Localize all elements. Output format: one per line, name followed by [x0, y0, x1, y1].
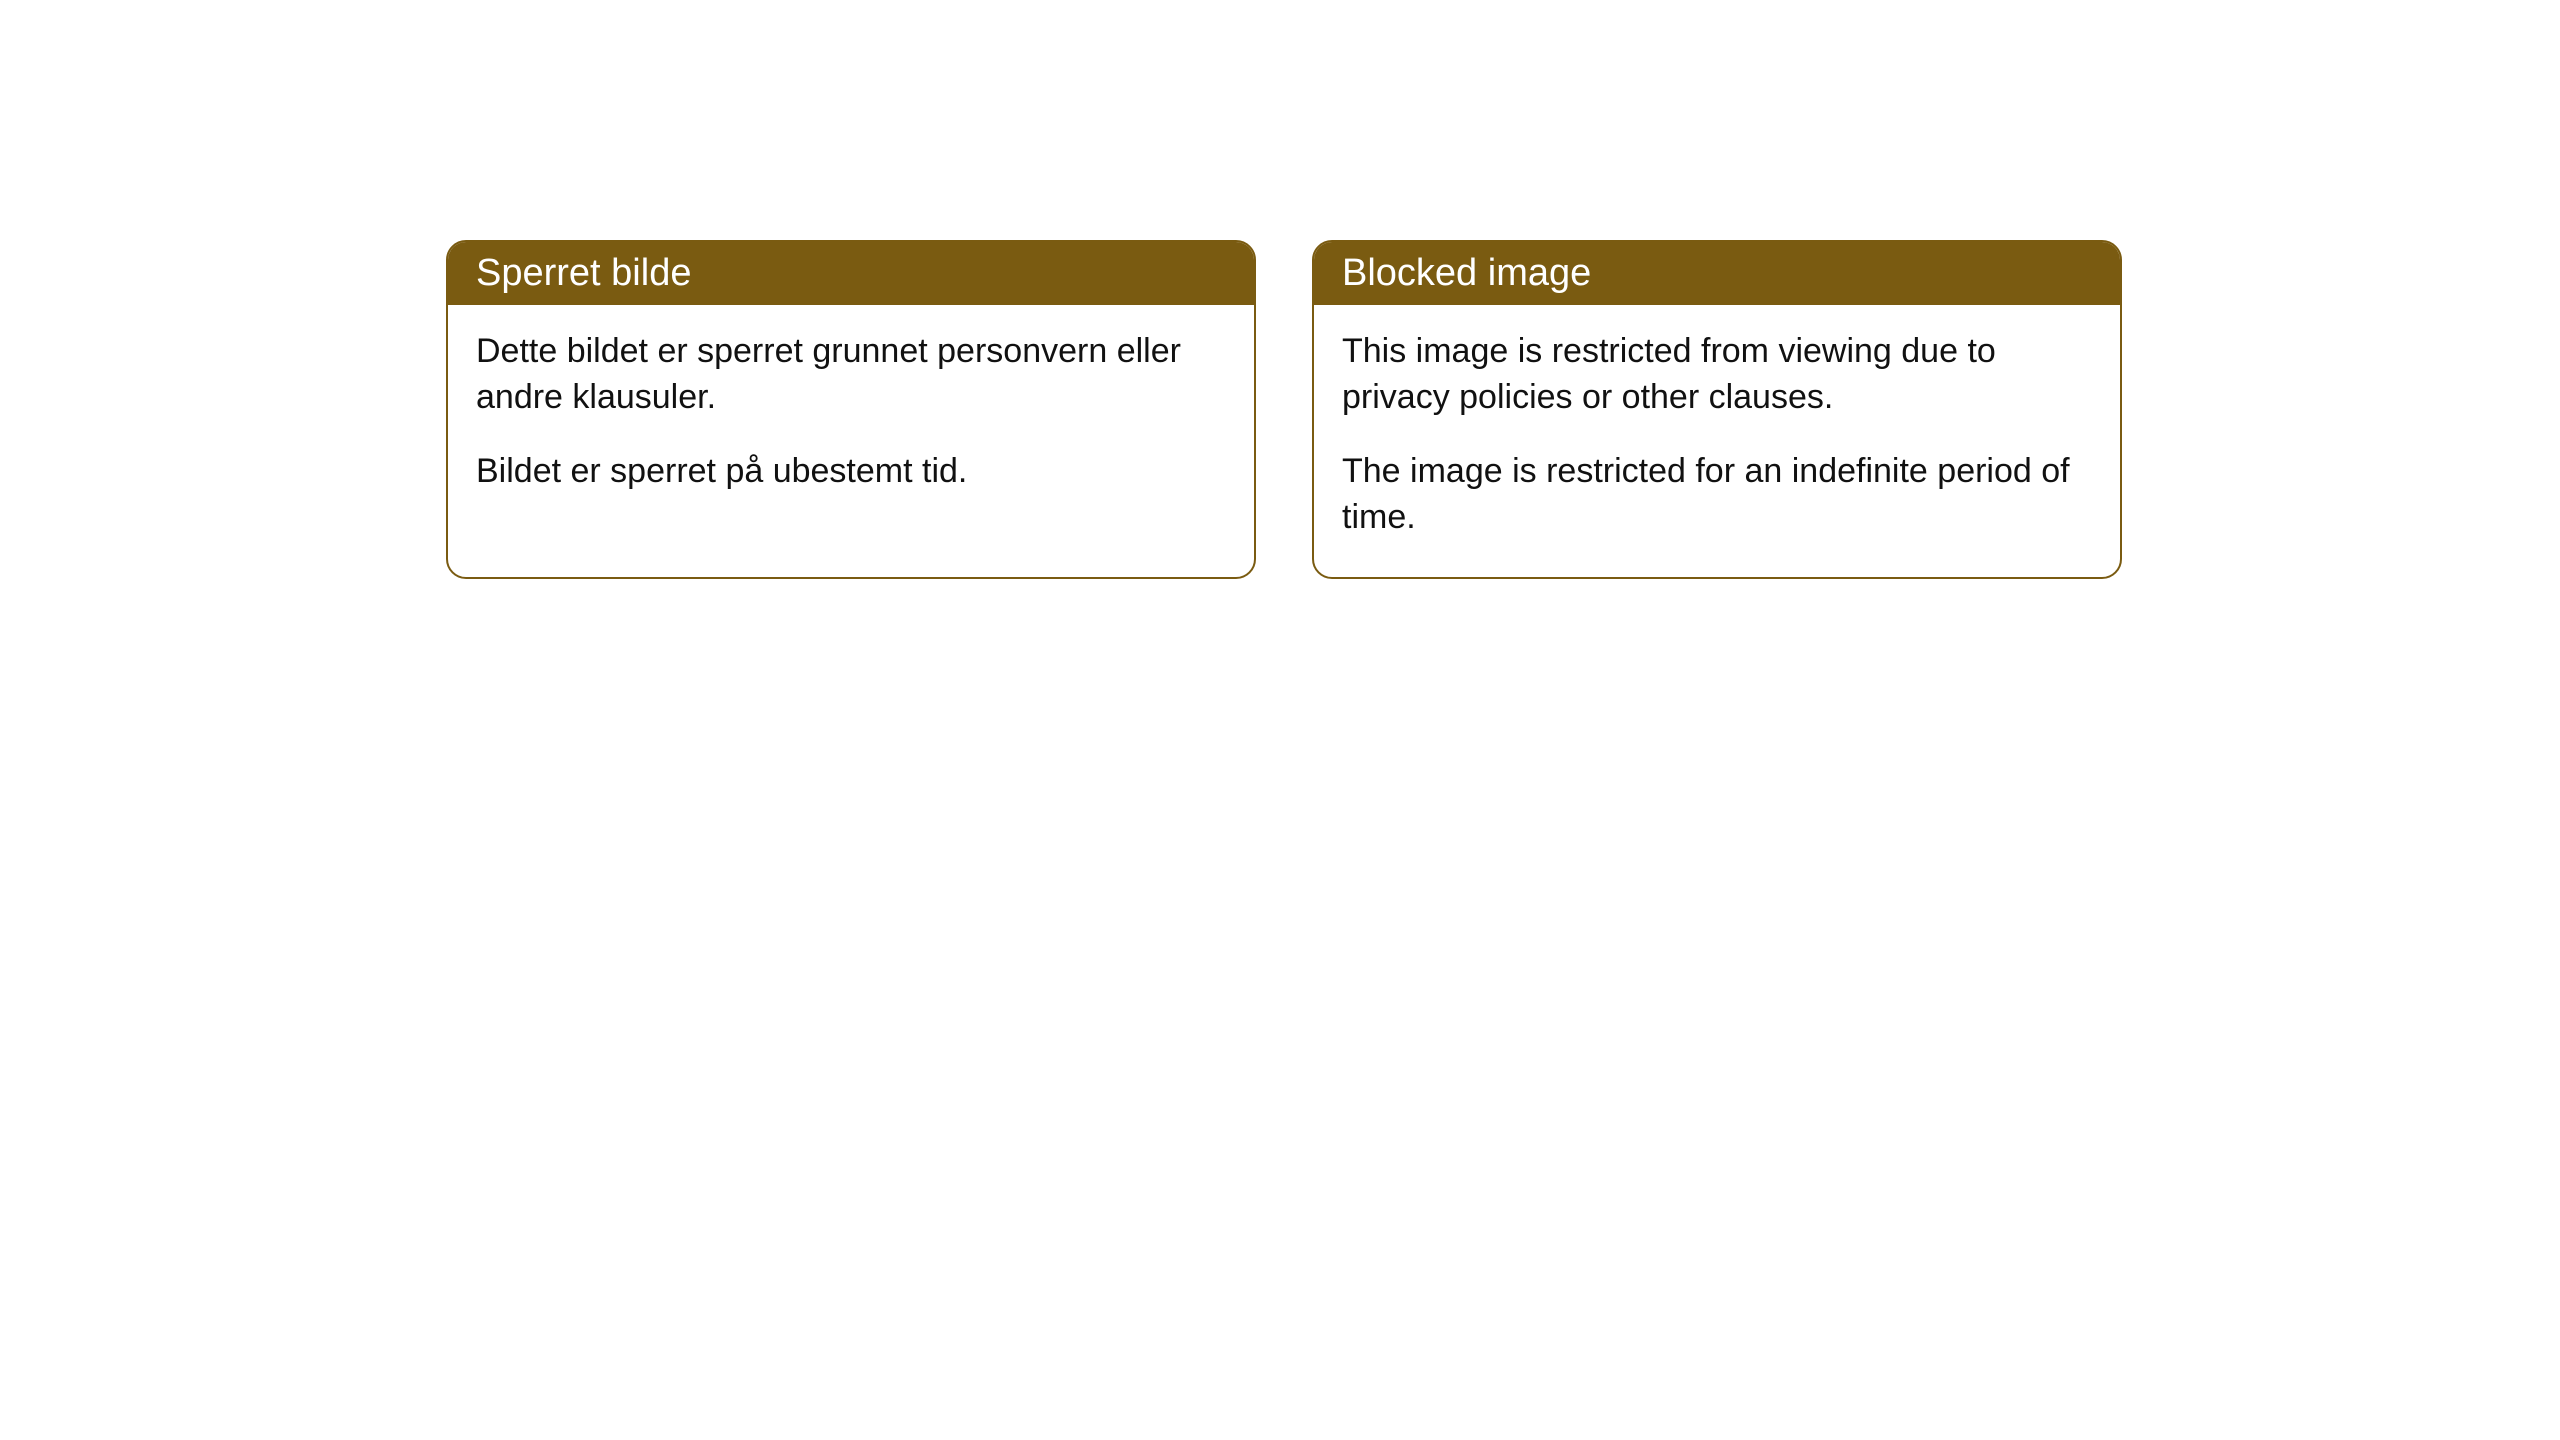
card-header-english: Blocked image: [1314, 242, 2120, 305]
card-body-english: This image is restricted from viewing du…: [1314, 305, 2120, 577]
card-title: Sperret bilde: [476, 252, 691, 294]
card-paragraph: Bildet er sperret på ubestemt tid.: [476, 449, 1226, 495]
card-body-norwegian: Dette bildet er sperret grunnet personve…: [448, 305, 1254, 531]
card-title: Blocked image: [1342, 252, 1591, 294]
card-english: Blocked image This image is restricted f…: [1312, 240, 2122, 579]
card-norwegian: Sperret bilde Dette bildet er sperret gr…: [446, 240, 1256, 579]
card-paragraph: This image is restricted from viewing du…: [1342, 329, 2092, 421]
cards-container: Sperret bilde Dette bildet er sperret gr…: [446, 240, 2122, 579]
card-paragraph: Dette bildet er sperret grunnet personve…: [476, 329, 1226, 421]
card-paragraph: The image is restricted for an indefinit…: [1342, 449, 2092, 541]
card-header-norwegian: Sperret bilde: [448, 242, 1254, 305]
